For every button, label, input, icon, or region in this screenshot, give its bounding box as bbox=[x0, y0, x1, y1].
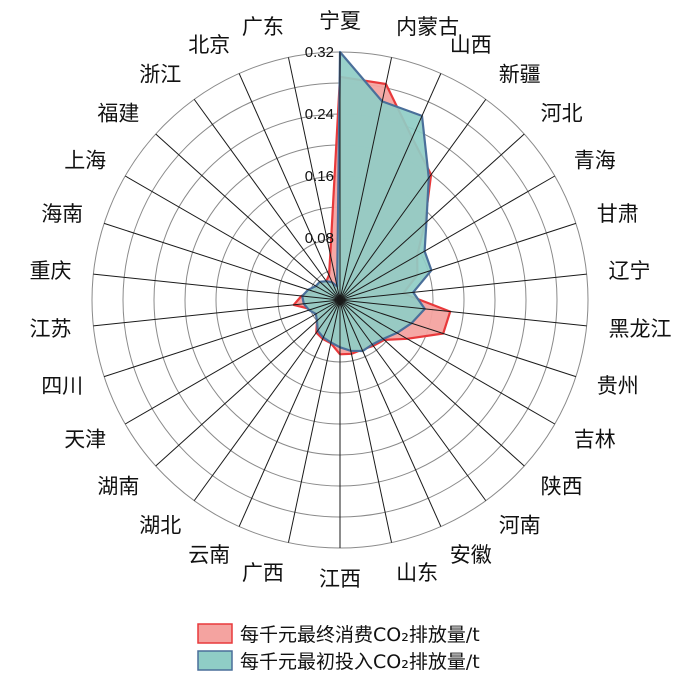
category-label: 江苏 bbox=[30, 317, 72, 341]
legend-swatch-consumption bbox=[197, 623, 233, 644]
legend-label-consumption: 每千元最终消费CO₂排放量/t bbox=[240, 624, 480, 646]
spoke-line bbox=[339, 99, 487, 301]
category-label: 河南 bbox=[499, 514, 541, 538]
category-label: 云南 bbox=[188, 543, 230, 567]
spoke-line bbox=[339, 133, 525, 301]
spoke-line bbox=[339, 57, 393, 301]
spoke-line bbox=[339, 175, 556, 301]
category-label: 河北 bbox=[541, 101, 583, 125]
legend-swatch-input bbox=[197, 650, 233, 671]
spoke-line bbox=[155, 133, 341, 301]
spoke-line bbox=[339, 299, 442, 527]
spoke-line bbox=[339, 273, 587, 301]
spoke-line bbox=[93, 299, 341, 327]
category-label: 安徽 bbox=[450, 543, 492, 567]
category-label: 浙江 bbox=[139, 62, 181, 86]
spoke-line bbox=[339, 73, 442, 301]
legend-box bbox=[192, 616, 552, 674]
legend: 每千元最终消费CO₂排放量/t 每千元最初投入CO₂排放量/t bbox=[192, 616, 552, 674]
spoke-line bbox=[339, 299, 393, 543]
category-label: 青海 bbox=[574, 149, 616, 173]
category-label: 广西 bbox=[242, 561, 284, 585]
category-label: 辽宁 bbox=[609, 259, 651, 283]
tick-label: 0.16 bbox=[305, 168, 334, 185]
spoke-line bbox=[103, 299, 341, 378]
category-label: 湖北 bbox=[139, 514, 181, 538]
category-label: 山西 bbox=[450, 33, 492, 57]
spoke-line bbox=[238, 73, 341, 301]
spoke-line bbox=[155, 299, 341, 467]
spoke-line bbox=[238, 299, 341, 527]
category-label: 四川 bbox=[41, 374, 83, 398]
category-label: 海南 bbox=[41, 202, 83, 226]
legend-label-input: 每千元最初投入CO₂排放量/t bbox=[240, 651, 480, 673]
spoke-line bbox=[193, 299, 341, 501]
category-label: 陕西 bbox=[541, 475, 583, 499]
category-label: 贵州 bbox=[597, 374, 639, 398]
category-label: 内蒙古 bbox=[396, 15, 459, 39]
category-label: 黑龙江 bbox=[609, 317, 672, 341]
category-label: 江西 bbox=[319, 567, 361, 591]
category-label: 上海 bbox=[64, 149, 106, 173]
radar-spokes bbox=[93, 52, 587, 548]
spoke-line bbox=[287, 299, 341, 543]
category-label: 甘肃 bbox=[597, 202, 639, 226]
radial-tick-labels: 0.08 0.16 0.24 0.32 bbox=[305, 44, 334, 247]
tick-label: 0.32 bbox=[305, 44, 334, 61]
spoke-line bbox=[339, 299, 556, 425]
tick-label: 0.24 bbox=[305, 106, 334, 123]
category-label: 天津 bbox=[64, 428, 106, 452]
spoke-line bbox=[339, 299, 587, 327]
spoke-line bbox=[124, 299, 341, 425]
spoke-line bbox=[287, 57, 341, 301]
tick-label: 0.08 bbox=[305, 230, 334, 247]
category-label: 福建 bbox=[97, 101, 139, 125]
category-label: 重庆 bbox=[30, 259, 72, 283]
category-label: 宁夏 bbox=[319, 9, 361, 33]
category-label: 吉林 bbox=[574, 428, 616, 452]
category-label: 山东 bbox=[396, 561, 438, 585]
category-label: 广东 bbox=[242, 15, 284, 39]
spoke-line bbox=[339, 299, 577, 378]
spoke-line bbox=[339, 299, 487, 501]
category-label: 新疆 bbox=[499, 62, 541, 86]
spoke-line bbox=[339, 299, 525, 467]
spoke-line bbox=[339, 222, 577, 301]
spoke-line bbox=[193, 99, 341, 301]
category-label: 湖南 bbox=[97, 475, 139, 499]
spoke-line bbox=[124, 175, 341, 301]
spoke-line bbox=[103, 222, 341, 301]
category-label: 北京 bbox=[188, 33, 230, 57]
spoke-line bbox=[93, 273, 341, 301]
